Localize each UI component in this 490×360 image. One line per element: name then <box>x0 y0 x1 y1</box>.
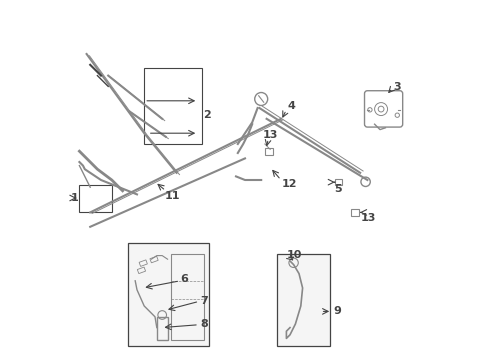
Bar <box>157 317 168 340</box>
Bar <box>277 254 330 346</box>
Bar <box>351 209 359 216</box>
Text: 9: 9 <box>333 306 341 316</box>
Text: 2: 2 <box>204 110 211 120</box>
Text: 6: 6 <box>180 274 188 284</box>
Text: 3: 3 <box>393 82 401 92</box>
Bar <box>137 267 146 274</box>
Bar <box>171 254 204 340</box>
Bar <box>150 256 158 263</box>
Text: 11: 11 <box>165 191 181 201</box>
Text: 1: 1 <box>71 193 78 203</box>
Text: 10: 10 <box>286 250 302 260</box>
Text: 8: 8 <box>200 319 208 329</box>
Text: 13: 13 <box>262 130 278 140</box>
Bar <box>79 185 112 212</box>
Bar <box>265 148 273 155</box>
Bar <box>139 260 147 266</box>
Text: 5: 5 <box>334 184 342 194</box>
Text: 13: 13 <box>360 213 375 223</box>
Text: 12: 12 <box>282 179 297 189</box>
Text: 4: 4 <box>288 101 295 111</box>
Bar <box>128 243 209 346</box>
Bar <box>335 179 342 185</box>
Text: 7: 7 <box>200 296 208 306</box>
Bar <box>144 68 202 144</box>
